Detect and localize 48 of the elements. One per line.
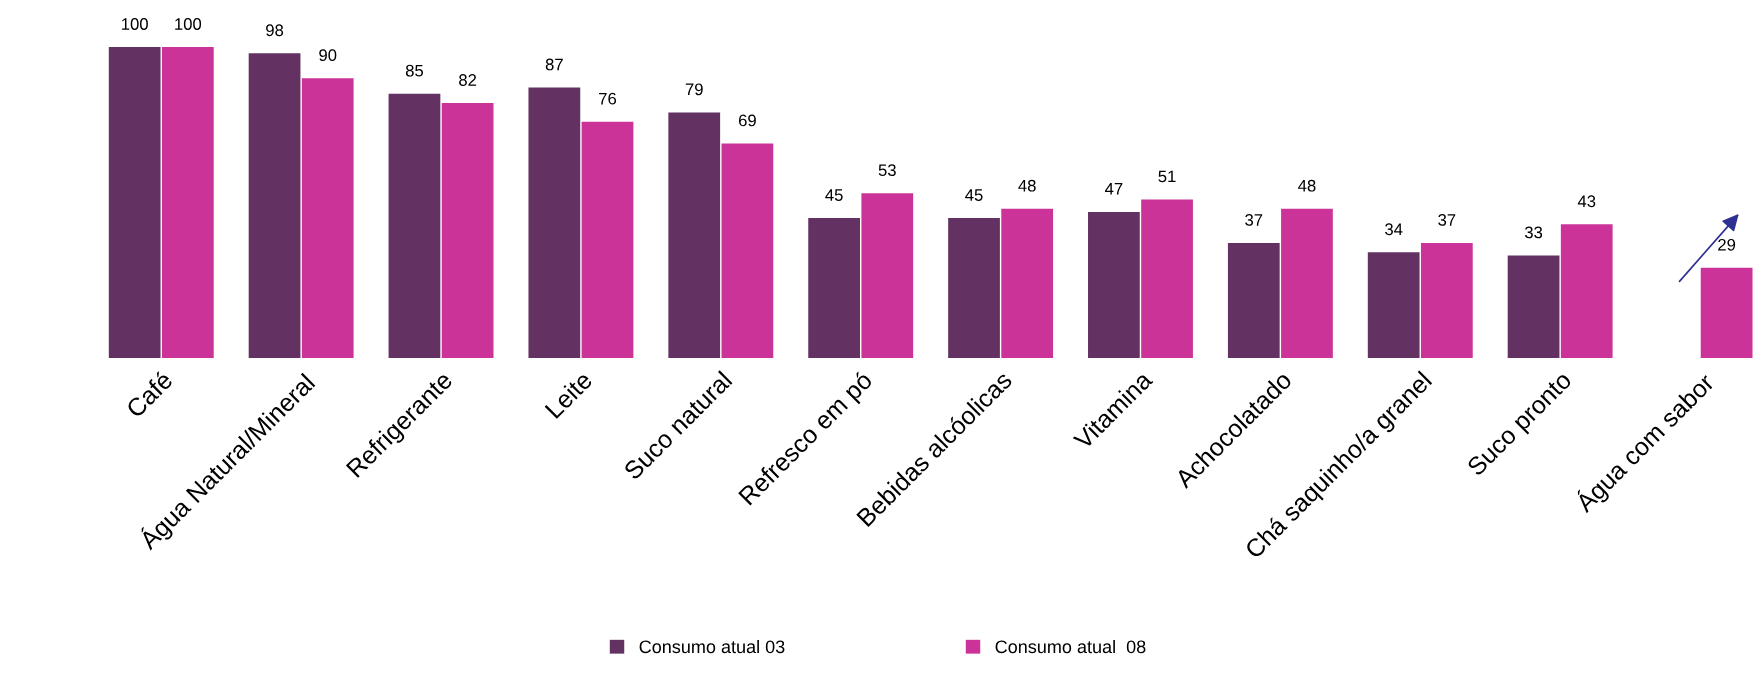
- data-label: 85: [405, 64, 424, 77]
- data-label: 69: [738, 114, 756, 127]
- data-label: 51: [1158, 170, 1176, 183]
- bar: [668, 112, 721, 359]
- data-label: 33: [1524, 226, 1543, 239]
- data-label: 43: [1577, 195, 1596, 208]
- data-label: 100: [122, 18, 148, 30]
- data-label: 48: [1298, 179, 1316, 192]
- bar: [441, 103, 494, 359]
- bar: [1281, 208, 1333, 359]
- bar: [948, 218, 1000, 359]
- data-label: 34: [1385, 223, 1403, 236]
- data-label: 29: [1718, 238, 1736, 251]
- data-label: 87: [545, 58, 563, 71]
- bar: [721, 143, 774, 359]
- bar: [1507, 255, 1560, 359]
- data-label: 45: [825, 189, 843, 201]
- data-label: 48: [1018, 179, 1036, 192]
- bar: [1700, 267, 1753, 359]
- data-label: 90: [319, 49, 337, 62]
- bar: [1001, 208, 1054, 359]
- bar: [581, 121, 634, 359]
- bar: [861, 193, 914, 359]
- bar: [1141, 199, 1193, 359]
- data-label: 76: [599, 92, 617, 105]
- bar: [248, 53, 301, 359]
- bar: [388, 93, 441, 359]
- data-label: 100: [175, 18, 202, 30]
- bar: [528, 87, 581, 359]
- legend-label: Consumo atual 08: [995, 639, 1146, 654]
- bar: [301, 78, 354, 359]
- bar: [808, 218, 861, 359]
- data-label: 98: [266, 24, 284, 37]
- legend-label: Consumo atual 03: [639, 639, 785, 654]
- data-label: 82: [459, 74, 477, 86]
- bar: [1227, 242, 1280, 359]
- data-label: 79: [685, 83, 703, 96]
- data-label: 45: [965, 189, 983, 201]
- data-label: 53: [878, 164, 896, 177]
- bar: [1367, 252, 1420, 359]
- bar: [1088, 211, 1140, 359]
- data-label: 37: [1245, 214, 1263, 226]
- data-label: 37: [1438, 214, 1456, 226]
- bar: [1560, 224, 1613, 359]
- data-label: 47: [1105, 183, 1123, 195]
- bar: [161, 47, 214, 359]
- bar: [108, 47, 161, 359]
- bar: [1420, 242, 1473, 359]
